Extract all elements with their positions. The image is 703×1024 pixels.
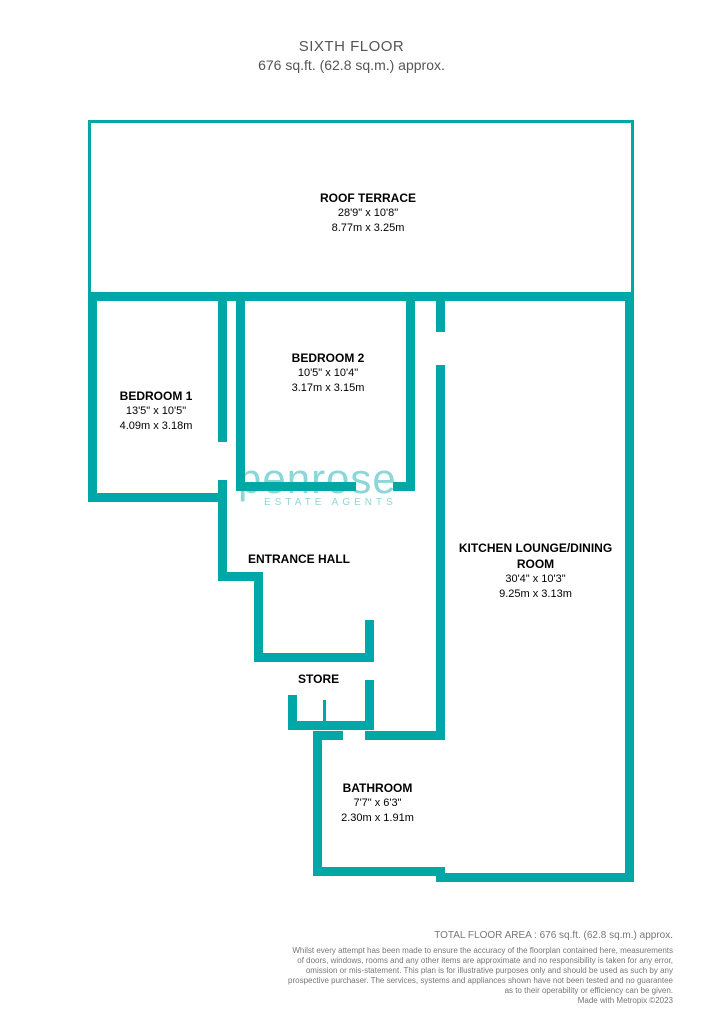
- room-dim-imp: 7'7" x 6'3": [320, 796, 435, 811]
- kitchen-bottom-wall: [436, 873, 634, 882]
- room-dim-imp: 13'5" x 10'5": [96, 404, 216, 419]
- room-dim-met: 9.25m x 3.13m: [448, 587, 623, 602]
- hall-left-wall-lower: [254, 572, 263, 662]
- room-name: BEDROOM 1: [120, 389, 193, 403]
- store-right-wall: [365, 620, 374, 662]
- kitchen-label: KITCHEN LOUNGE/DINING ROOM 30'4" x 10'3"…: [448, 540, 623, 602]
- floorplan-page: SIXTH FLOOR 676 sq.ft. (62.8 sq.m.) appr…: [0, 0, 703, 1024]
- store-bottom-wall: [288, 721, 374, 730]
- total-area: TOTAL FLOOR AREA : 676 sq.ft. (62.8 sq.m…: [113, 930, 673, 943]
- hall-left-wall-upper: [218, 502, 227, 572]
- room-dim-met: 4.09m x 3.18m: [96, 419, 216, 434]
- store-divider: [323, 700, 326, 722]
- kitchen-left-wall-upper: [436, 292, 445, 332]
- room-dim-imp: 10'5" x 10'4": [253, 366, 403, 381]
- bed1-right-wall-lower: [218, 480, 227, 502]
- bed1-bottom-wall: [88, 493, 222, 502]
- brand-name: penrose: [238, 455, 397, 502]
- store-top-wall: [254, 653, 374, 662]
- bedroom1-label: BEDROOM 1 13'5" x 10'5" 4.09m x 3.18m: [96, 388, 216, 434]
- floor-area: 676 sq.ft. (62.8 sq.m.) approx.: [0, 57, 703, 73]
- room-name: BEDROOM 2: [292, 351, 365, 365]
- bed2-right-wall: [406, 292, 415, 490]
- disclaimer-line: prospective purchaser. The services, sys…: [288, 976, 673, 985]
- store-label: STORE: [298, 672, 339, 686]
- disclaimer-line: as to their operability or efficiency ca…: [505, 986, 673, 995]
- terrace-wall-right: [631, 120, 634, 300]
- room-dim-met: 2.30m x 1.91m: [320, 811, 435, 826]
- footer-block: TOTAL FLOOR AREA : 676 sq.ft. (62.8 sq.m…: [113, 930, 673, 1007]
- hall-bottom-conn-a: [365, 731, 445, 740]
- terrace-wall-top: [88, 120, 634, 123]
- roof-terrace-label: ROOF TERRACE 28'9" x 10'8" 8.77m x 3.25m: [268, 190, 468, 236]
- disclaimer-line: omission or mis-statement. This plan is …: [306, 966, 673, 975]
- disclaimer-line: Made with Metropix ©2023: [578, 996, 673, 1005]
- floor-title: SIXTH FLOOR: [0, 38, 703, 55]
- brand-watermark: penrose ESTATE AGENTS: [238, 455, 397, 508]
- disclaimer-line: Whilst every attempt has been made to en…: [292, 946, 673, 955]
- room-dim-imp: 28'9" x 10'8": [268, 206, 468, 221]
- kitchen-right-wall: [625, 292, 634, 882]
- room-name: KITCHEN LOUNGE/DINING ROOM: [459, 541, 612, 571]
- room-dim-met: 3.17m x 3.15m: [253, 381, 403, 396]
- room-dim-imp: 30'4" x 10'3": [448, 572, 623, 587]
- floor-plan: ROOF TERRACE 28'9" x 10'8" 8.77m x 3.25m…: [88, 120, 634, 890]
- bath-top-wall-l: [313, 731, 343, 740]
- terrace-wall-left: [88, 120, 91, 300]
- room-dim-met: 8.77m x 3.25m: [268, 221, 468, 236]
- page-header: SIXTH FLOOR 676 sq.ft. (62.8 sq.m.) appr…: [0, 38, 703, 73]
- bath-bottom-wall: [313, 867, 445, 876]
- interior-top-wall: [88, 292, 634, 301]
- room-name: BATHROOM: [343, 781, 413, 795]
- room-name: ROOF TERRACE: [320, 191, 416, 205]
- bedroom2-label: BEDROOM 2 10'5" x 10'4" 3.17m x 3.15m: [253, 350, 403, 396]
- entrance-hall-label: ENTRANCE HALL: [248, 552, 350, 566]
- disclaimer-line: of doors, windows, rooms and any other i…: [297, 956, 673, 965]
- bathroom-label: BATHROOM 7'7" x 6'3" 2.30m x 1.91m: [320, 780, 435, 826]
- kitchen-left-wall-mid: [436, 365, 445, 740]
- bed1-right-wall-upper: [218, 292, 227, 442]
